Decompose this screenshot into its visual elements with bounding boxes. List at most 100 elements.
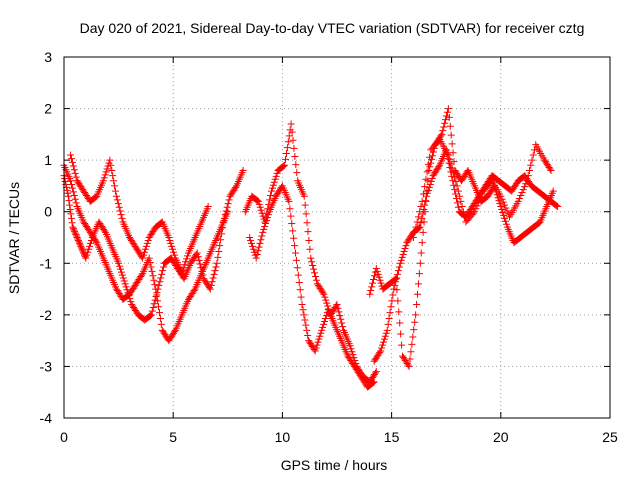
- data-point: [402, 242, 410, 250]
- data-point: [115, 259, 123, 267]
- data-point: [262, 214, 270, 222]
- data-point: [441, 119, 449, 127]
- data-point: [74, 235, 82, 243]
- data-point: [217, 236, 225, 244]
- data-point: [474, 199, 482, 207]
- data-point: [553, 202, 561, 210]
- data-point: [291, 242, 299, 250]
- data-point: [225, 196, 233, 204]
- data-point: [165, 234, 173, 241]
- data-point: [190, 287, 198, 295]
- data-point: [272, 172, 280, 180]
- data-point: [273, 169, 281, 177]
- data-point: [549, 187, 557, 195]
- data-point: [502, 204, 510, 212]
- data-point: [139, 254, 147, 262]
- data-point: [267, 187, 275, 195]
- data-point: [415, 270, 423, 278]
- data-point: [138, 271, 146, 279]
- x-tick-label: 15: [384, 429, 400, 445]
- series-track-h: [409, 136, 555, 241]
- data-point: [378, 344, 386, 352]
- data-point: [179, 267, 187, 275]
- data-point: [300, 311, 308, 319]
- data-point: [149, 303, 157, 311]
- data-point: [113, 196, 121, 204]
- data-point: [266, 196, 274, 204]
- data-point: [74, 236, 82, 244]
- data-point: [156, 278, 164, 286]
- data-point: [75, 238, 83, 246]
- data-point: [422, 197, 430, 205]
- data-point: [290, 144, 298, 152]
- data-point: [67, 177, 75, 185]
- data-point: [178, 270, 186, 278]
- data-point: [444, 105, 452, 113]
- data-point: [68, 219, 76, 227]
- data-point: [339, 323, 347, 331]
- data-point: [501, 201, 509, 209]
- data-point: [290, 234, 298, 242]
- data-point: [283, 144, 291, 152]
- data-point: [66, 201, 74, 209]
- data-point: [425, 166, 433, 174]
- data-point: [72, 232, 80, 240]
- data-point: [70, 192, 78, 200]
- data-point: [426, 180, 434, 188]
- data-point: [472, 205, 480, 213]
- data-point: [170, 251, 178, 259]
- data-point: [69, 225, 77, 233]
- data-point: [321, 315, 329, 323]
- x-tick-label: 10: [275, 429, 291, 445]
- data-point: [184, 252, 192, 260]
- data-point: [159, 267, 167, 275]
- data-point: [116, 265, 124, 273]
- data-point: [167, 239, 175, 247]
- data-point: [459, 208, 467, 216]
- data-point: [349, 351, 357, 359]
- data-point: [396, 259, 404, 267]
- data-point: [151, 281, 159, 289]
- data-point: [301, 201, 309, 209]
- data-point: [255, 200, 263, 208]
- data-point: [160, 263, 168, 271]
- series-track-a: [60, 166, 247, 324]
- data-point: [478, 190, 486, 198]
- data-point: [517, 192, 525, 200]
- data-point: [61, 178, 69, 186]
- data-point: [444, 151, 452, 159]
- data-point: [182, 258, 190, 266]
- y-tick-label: 0: [44, 204, 52, 220]
- data-point: [497, 192, 505, 200]
- data-point: [449, 169, 457, 177]
- data-point: [206, 285, 214, 293]
- data-point: [169, 245, 177, 253]
- data-point: [312, 344, 320, 352]
- data-point: [447, 160, 455, 168]
- data-point: [397, 330, 405, 338]
- data-point: [156, 315, 164, 323]
- data-point: [142, 242, 150, 250]
- data-point: [418, 214, 426, 222]
- data-point: [396, 319, 404, 327]
- data-point: [477, 193, 485, 201]
- data-point: [100, 174, 108, 182]
- data-point: [195, 256, 203, 264]
- data-point: [424, 161, 432, 169]
- data-point: [71, 169, 79, 177]
- data-point: [106, 156, 114, 164]
- data-point: [101, 171, 109, 179]
- data-point: [152, 285, 160, 293]
- data-point: [215, 247, 223, 255]
- data-point: [248, 242, 256, 250]
- data-point: [407, 348, 415, 356]
- data-point: [305, 236, 313, 244]
- data-point: [141, 245, 149, 253]
- data-point: [263, 209, 271, 217]
- data-point: [114, 200, 122, 208]
- data-point: [495, 197, 503, 205]
- data-point: [448, 164, 456, 172]
- data-point: [400, 247, 408, 255]
- data-point: [447, 131, 455, 139]
- x-tick-label: 25: [602, 429, 618, 445]
